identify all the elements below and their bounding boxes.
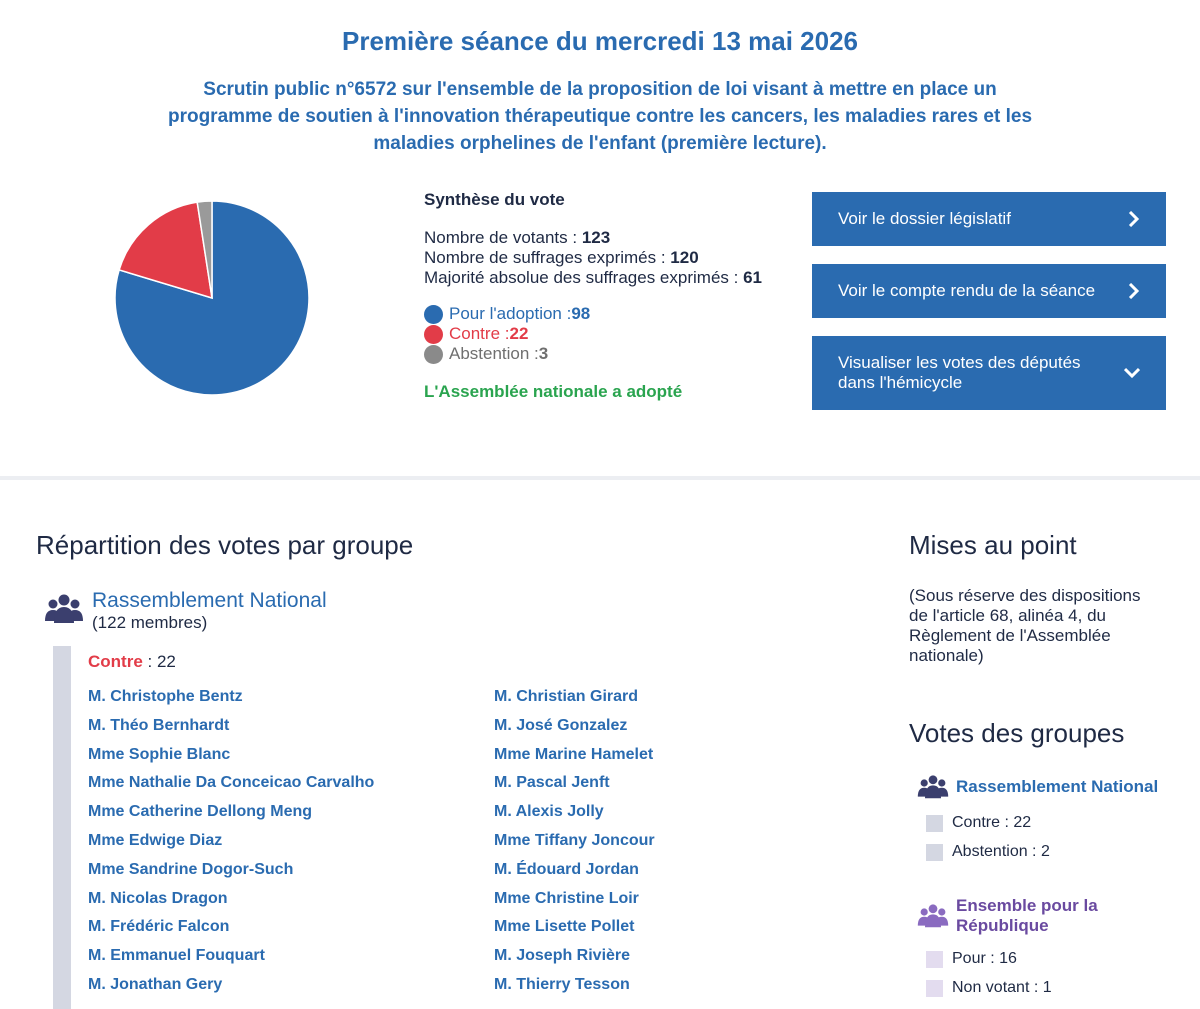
pour-value: 98 — [571, 304, 591, 323]
depute-link[interactable]: M. Emmanuel Fouquart — [88, 947, 265, 965]
vote-square-icon — [926, 950, 943, 968]
mises-au-point-title: Mises au point — [909, 530, 1077, 560]
depute-link[interactable]: M. Joseph Rivière — [494, 947, 631, 965]
depute-link[interactable]: M. Alexis Jolly — [494, 803, 604, 821]
vote-square-icon — [926, 843, 943, 861]
exprimes-row: Nombre de suffrages exprimés : 120 — [424, 248, 804, 268]
votants-value: 123 — [581, 228, 611, 247]
vg-row-text: Non votant : 1 — [952, 979, 1052, 996]
people-group-icon — [45, 594, 83, 623]
pour-label: Pour l'adoption : — [449, 304, 572, 323]
contre-heading-label: Contre — [88, 652, 143, 671]
depute-link[interactable]: M. Pascal Jenft — [494, 774, 610, 792]
depute-link[interactable]: M. Thierry Tesson — [494, 975, 630, 993]
people-group-icon — [917, 904, 949, 928]
exprimes-label: Nombre de suffrages exprimés : — [424, 248, 671, 267]
votants-label: Nombre de votants : — [424, 228, 582, 247]
deputes-list-right: M. Christian Girard M. José Gonzalez Mme… — [494, 688, 655, 1005]
scrutin-description: Scrutin public n°6572 sur l'ensemble de … — [167, 79, 1033, 154]
legend-abstention: Abstention : 3 — [424, 344, 804, 364]
pour-dot-icon — [424, 304, 443, 324]
contre-dot-icon — [424, 324, 443, 344]
depute-link[interactable]: Mme Marine Hamelet — [494, 745, 654, 763]
depute-link[interactable]: M. Christian Girard — [494, 688, 639, 705]
chevron-right-icon — [1128, 211, 1140, 227]
vote-square-icon — [926, 979, 943, 997]
vg-row: Abstention : 2 — [926, 843, 1050, 861]
vg-row-text: Abstention : 2 — [952, 843, 1050, 860]
depute-link[interactable]: M. Nicolas Dragon — [88, 889, 228, 907]
depute-link[interactable]: M. Théo Bernhardt — [88, 716, 230, 734]
deputes-list-left: M. Christophe Bentz M. Théo Bernhardt Mm… — [88, 688, 374, 1005]
compte-rendu-button[interactable]: Voir le compte rendu de la séance — [812, 264, 1166, 318]
majorite-value: 61 — [743, 268, 762, 287]
group-vote-bar — [53, 646, 71, 1009]
depute-link[interactable]: Mme Sandrine Dogor-Such — [88, 860, 294, 878]
people-group-icon — [917, 775, 949, 799]
vote-pie-chart — [114, 200, 310, 396]
depute-link[interactable]: M. Frédéric Falcon — [88, 918, 230, 936]
exprimes-value: 120 — [670, 248, 699, 267]
depute-link[interactable]: Mme Edwige Diaz — [88, 831, 223, 849]
abstention-dot-icon — [424, 344, 443, 364]
vg-row: Non votant : 1 — [926, 979, 1052, 997]
contre-heading-count: : 22 — [142, 652, 176, 671]
group-members-count: (122 membres) — [92, 613, 208, 632]
legend-contre: Contre : 22 — [424, 324, 804, 344]
synthesis-heading: Synthèse du vote — [424, 190, 565, 209]
vote-synthesis: Synthèse du vote Nombre de votants : 123… — [424, 190, 804, 402]
chevron-right-icon — [1128, 283, 1140, 299]
majorite-label: Majorité absolue des suffrages exprimés … — [424, 268, 744, 287]
legend-pour: Pour l'adoption : 98 — [424, 304, 804, 324]
depute-link[interactable]: M. Jonathan Gery — [88, 975, 223, 993]
group-name-rn[interactable]: Rassemblement National — [92, 589, 327, 612]
pie-slice-abstention — [196, 200, 213, 299]
vg-row: Pour : 16 — [926, 950, 1017, 968]
mises-au-point-note: (Sous réserve des dispositions de l'arti… — [909, 586, 1141, 665]
contre-heading: Contre : 22 — [88, 652, 176, 672]
depute-link[interactable]: Mme Christine Loir — [494, 889, 639, 907]
page-title: Première séance du mercredi 13 mai 2026 — [342, 26, 858, 56]
depute-link[interactable]: Mme Nathalie Da Conceicao Carvalho — [88, 774, 375, 792]
pie-slice-contre — [118, 201, 213, 300]
abstention-value: 3 — [538, 344, 549, 363]
vg-group-name-epr[interactable]: Ensemble pour la République — [956, 896, 1098, 935]
compte-rendu-button-label: Voir le compte rendu de la séance — [838, 281, 1096, 300]
depute-link[interactable]: M. Christophe Bentz — [88, 688, 243, 705]
votants-row: Nombre de votants : 123 — [424, 228, 804, 248]
vg-row: Contre : 22 — [926, 814, 1031, 832]
section-divider — [0, 476, 1200, 480]
hemicycle-button-label: Visualiser les votes des députés dans l'… — [838, 353, 1081, 392]
vote-square-icon — [926, 814, 943, 832]
abstention-label: Abstention : — [449, 344, 539, 363]
dossier-legislatif-button[interactable]: Voir le dossier législatif — [812, 192, 1166, 246]
repartition-title: Répartition des votes par groupe — [36, 530, 414, 560]
votes-groupes-title: Votes des groupes — [909, 718, 1125, 748]
hemicycle-button[interactable]: Visualiser les votes des députés dans l'… — [812, 336, 1166, 410]
depute-link[interactable]: M. Édouard Jordan — [494, 860, 639, 878]
chevron-down-icon — [1124, 367, 1140, 379]
vote-legend: Pour l'adoption : 98 Contre : 22 Abstent… — [424, 304, 804, 364]
majorite-row: Majorité absolue des suffrages exprimés … — [424, 268, 804, 288]
vote-outcome: L'Assemblée nationale a adopté — [424, 382, 683, 401]
depute-link[interactable]: Mme Catherine Dellong Meng — [88, 803, 313, 821]
vg-group-name-rn[interactable]: Rassemblement National — [956, 777, 1159, 796]
contre-value: 22 — [509, 324, 529, 343]
depute-link[interactable]: Mme Tiffany Joncour — [494, 831, 655, 849]
vg-row-text: Contre : 22 — [952, 814, 1032, 831]
depute-link[interactable]: Mme Sophie Blanc — [88, 745, 231, 763]
vg-row-text: Pour : 16 — [952, 950, 1017, 967]
dossier-button-label: Voir le dossier législatif — [838, 209, 1011, 228]
contre-label: Contre : — [449, 324, 510, 343]
depute-link[interactable]: Mme Lisette Pollet — [494, 918, 635, 936]
depute-link[interactable]: M. José Gonzalez — [494, 716, 628, 734]
